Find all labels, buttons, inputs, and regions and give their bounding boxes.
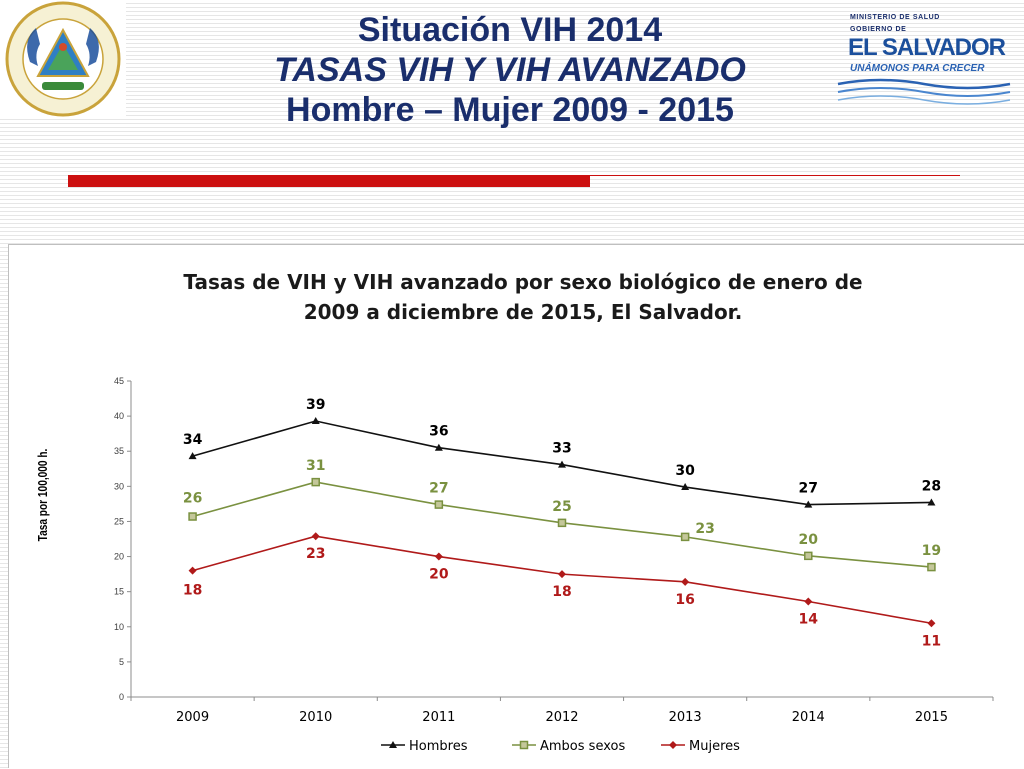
line-chart: Tasas de VIH y VIH avanzado por sexo bio…: [36, 270, 994, 754]
data-label: 20: [799, 532, 819, 548]
data-label: 16: [675, 592, 694, 608]
chart-title-line: Tasas de VIH y VIH avanzado por sexo bio…: [183, 270, 862, 294]
y-tick-label: 5: [119, 657, 124, 667]
data-label: 11: [922, 633, 941, 649]
logo-ministry-text: MINISTERIO DE SALUD: [850, 14, 940, 21]
y-tick-label: 45: [114, 376, 124, 386]
data-label: 28: [922, 478, 941, 494]
x-axis: 2009 2010 2011 2012 2013 2014 2015: [130, 696, 994, 725]
data-label: 23: [306, 546, 325, 562]
chart-title-line: 2009 a diciembre de 2015, El Salvador.: [304, 300, 743, 324]
chart-legend: Hombres Ambos sexos Mujeres: [381, 739, 740, 754]
data-point: [434, 500, 444, 509]
data-label: 36: [429, 424, 448, 440]
data-label: 39: [306, 397, 325, 413]
x-tick-label: 2015: [915, 710, 948, 725]
data-point: [188, 512, 197, 521]
data-point: [804, 500, 813, 508]
data-point: [681, 577, 690, 586]
legend-label: Hombres: [409, 739, 468, 754]
y-tick-label: 35: [114, 446, 124, 456]
logo-slogan-text: UNÁMONOS PARA CRECER: [850, 63, 985, 74]
accent-bar: [68, 175, 590, 187]
x-tick-label: 2013: [669, 710, 702, 725]
y-tick-label: 25: [114, 516, 124, 526]
data-point: [188, 452, 197, 460]
title-line-2: TASAS VIH Y VIH AVANZADO: [274, 51, 746, 89]
data-label: 20: [429, 567, 449, 583]
data-point: [434, 443, 443, 451]
logo-waves-icon: [837, 78, 1011, 105]
ministerio-salud-logo: MINISTERIO DE SALUD GOBIERNO DE EL SALVA…: [836, 8, 1012, 108]
data-label: 31: [306, 458, 325, 474]
series-ambos-sexos: 26 31 27 25 23 20 19: [183, 458, 941, 572]
x-tick-label: 2014: [792, 710, 825, 725]
y-axis: 0 5 10 15 20 25 30 35 40 45 Tasa por 100,000 h.: [36, 376, 132, 702]
x-tick-label: 2009: [176, 710, 209, 725]
logo-government-text: GOBIERNO DE: [850, 26, 907, 33]
data-label: 23: [695, 521, 714, 537]
data-point: [188, 566, 197, 575]
title-line-1: Situación VIH 2014: [357, 11, 663, 49]
x-tick-label: 2012: [545, 710, 578, 725]
y-tick-label: 30: [114, 481, 124, 491]
data-label: 19: [922, 543, 941, 559]
data-label: 26: [183, 491, 202, 507]
data-point: [434, 552, 443, 561]
chart-title: Tasas de VIH y VIH avanzado por sexo bio…: [183, 270, 862, 324]
x-tick-label: 2011: [422, 710, 455, 725]
data-point: [557, 518, 567, 528]
data-point: [558, 570, 566, 579]
data-point: [311, 532, 320, 541]
y-tick-label: 15: [114, 587, 124, 597]
logo-country-text: EL SALVADOR: [848, 34, 1006, 61]
y-tick-label: 10: [114, 622, 124, 632]
data-point: [804, 597, 813, 606]
el-salvador-seal-icon: [0, 0, 126, 118]
data-point: [669, 741, 677, 749]
data-point: [681, 483, 690, 491]
data-label: 14: [799, 611, 819, 627]
data-point: [311, 417, 320, 425]
series-layer: 34 39 36 33 30 27 28 26 31 27 25 23 20 19 18 23 20 18 16 14…: [183, 397, 941, 649]
slide-title: Situación VIH 2014 TASAS VIH Y VIH AVANZ…: [150, 10, 870, 130]
y-axis-label: Tasa por 100,000 h.: [36, 449, 50, 542]
data-point: [927, 619, 936, 628]
chart-panel: Tasas de VIH y VIH avanzado por sexo bio…: [8, 244, 1024, 768]
title-line-3: Hombre – Mujer 2009 - 2015: [286, 91, 734, 129]
data-point: [389, 741, 397, 748]
data-point: [804, 551, 813, 561]
x-tick-label: 2010: [299, 710, 332, 725]
data-point: [311, 477, 320, 487]
slide-header: Situación VIH 2014 TASAS VIH Y VIH AVANZ…: [0, 0, 1024, 240]
data-label: 27: [429, 481, 448, 497]
series-line: [192, 535, 932, 625]
data-point: [927, 562, 936, 572]
y-tick-label: 20: [114, 552, 124, 562]
accent-line: [590, 175, 960, 176]
data-label: 27: [799, 481, 818, 497]
legend-label: Mujeres: [689, 739, 740, 754]
data-point: [558, 460, 566, 468]
data-label: 30: [675, 463, 695, 479]
series-hombres: 34 39 36 33 30 27 28: [183, 397, 941, 508]
data-point: [680, 532, 690, 542]
data-label: 25: [552, 499, 571, 515]
data-label: 18: [552, 584, 571, 600]
y-tick-label: 0: [119, 692, 124, 702]
y-tick-label: 40: [114, 411, 124, 421]
data-label: 18: [183, 583, 202, 599]
legend-label: Ambos sexos: [540, 739, 625, 754]
data-label: 33: [552, 441, 571, 457]
data-point: [927, 498, 936, 506]
data-point: [519, 740, 529, 750]
series-mujeres: 18 23 20 18 16 14 11: [183, 532, 941, 649]
data-label: 34: [183, 432, 203, 448]
